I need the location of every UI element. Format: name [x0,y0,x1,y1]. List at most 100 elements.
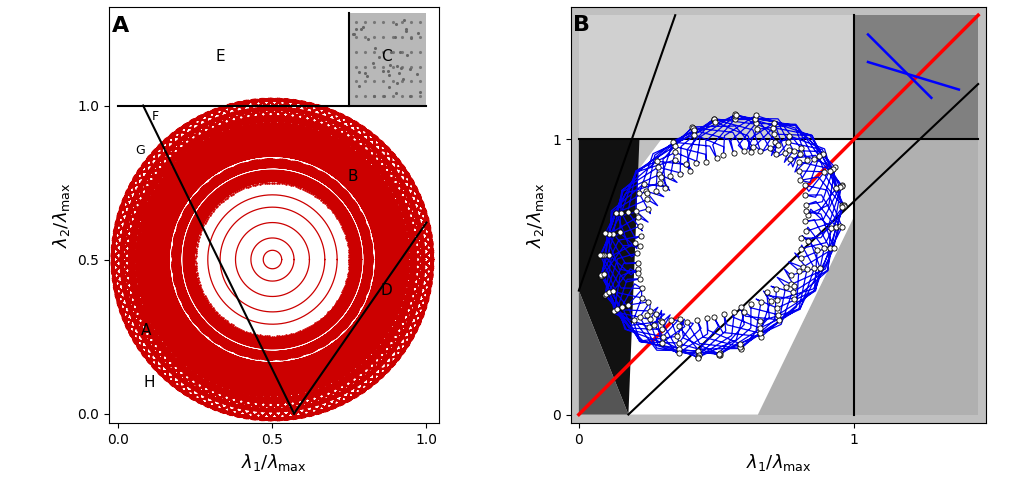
Point [395,16,412,24]
Point [630,259,646,267]
Point [641,323,658,331]
Point [597,229,613,237]
Point [828,184,845,192]
Point [611,228,628,236]
Point [651,170,668,178]
Point [706,116,722,123]
Point [782,155,799,163]
Point [613,303,630,311]
Point [831,183,848,191]
Point [743,300,759,308]
Text: E: E [215,49,225,64]
Point [383,48,399,55]
Point [783,271,800,279]
Point [768,150,784,158]
Point [646,322,663,329]
Point [629,249,645,257]
Point [825,166,842,173]
Point [596,252,612,259]
Point [392,48,409,56]
Point [790,158,807,166]
Point [699,157,715,165]
Point [380,67,396,75]
Point [351,82,367,90]
Point [365,92,382,100]
Point [352,25,368,33]
Point [771,316,787,324]
Point [833,181,850,189]
Point [671,349,687,357]
Point [640,298,657,306]
Point [770,311,786,319]
Point [833,182,850,190]
Polygon shape [579,139,639,415]
Point [365,59,382,67]
Point [728,110,744,118]
Point [747,120,764,127]
Point [632,275,648,283]
Point [835,203,851,211]
Point [726,309,743,316]
Point [640,205,657,213]
Point [733,345,749,352]
Point [654,339,671,347]
Point [592,251,608,258]
Point [716,311,733,318]
Point [639,311,655,319]
Y-axis label: $\lambda_2 / \lambda_{\mathrm{max}}$: $\lambda_2 / \lambda_{\mathrm{max}}$ [51,182,72,248]
Point [758,288,775,296]
Point [784,288,801,296]
Point [786,282,803,290]
Text: B: B [573,15,591,35]
Polygon shape [579,15,854,139]
Point [812,264,828,272]
Text: A: A [141,323,151,338]
Y-axis label: $\lambda_2 / \lambda_{\mathrm{max}}$: $\lambda_2 / \lambda_{\mathrm{max}}$ [526,182,546,248]
Point [806,155,822,162]
Point [792,144,809,152]
Point [367,45,384,52]
Point [390,69,406,77]
Point [728,111,744,119]
Point [684,124,701,132]
Point [348,25,364,33]
Point [688,316,705,324]
Point [706,116,722,123]
Point [395,75,412,83]
Text: C: C [381,49,392,64]
Point [397,27,414,35]
Point [790,267,807,275]
Text: G: G [135,144,145,156]
Point [632,313,648,321]
Point [632,242,648,250]
Point [708,155,724,162]
Point [653,173,670,180]
Point [671,339,687,347]
Point [667,143,683,150]
Point [672,170,688,178]
Point [733,303,749,311]
Point [670,322,686,330]
Point [766,124,782,132]
Point [667,156,683,164]
Point [389,80,405,87]
Point [783,280,800,288]
Point [605,288,622,295]
Point [690,351,707,359]
Point [688,159,705,167]
Point [806,264,822,272]
Point [726,112,743,120]
Point [753,298,770,306]
Point [628,207,644,215]
Polygon shape [854,15,979,139]
Point [648,187,665,195]
Point [690,353,707,361]
Point [752,329,769,337]
Polygon shape [350,13,426,106]
Point [654,333,671,340]
Point [653,318,670,326]
Point [811,153,827,160]
Point [672,315,688,323]
Point [600,230,616,238]
Point [799,265,815,273]
